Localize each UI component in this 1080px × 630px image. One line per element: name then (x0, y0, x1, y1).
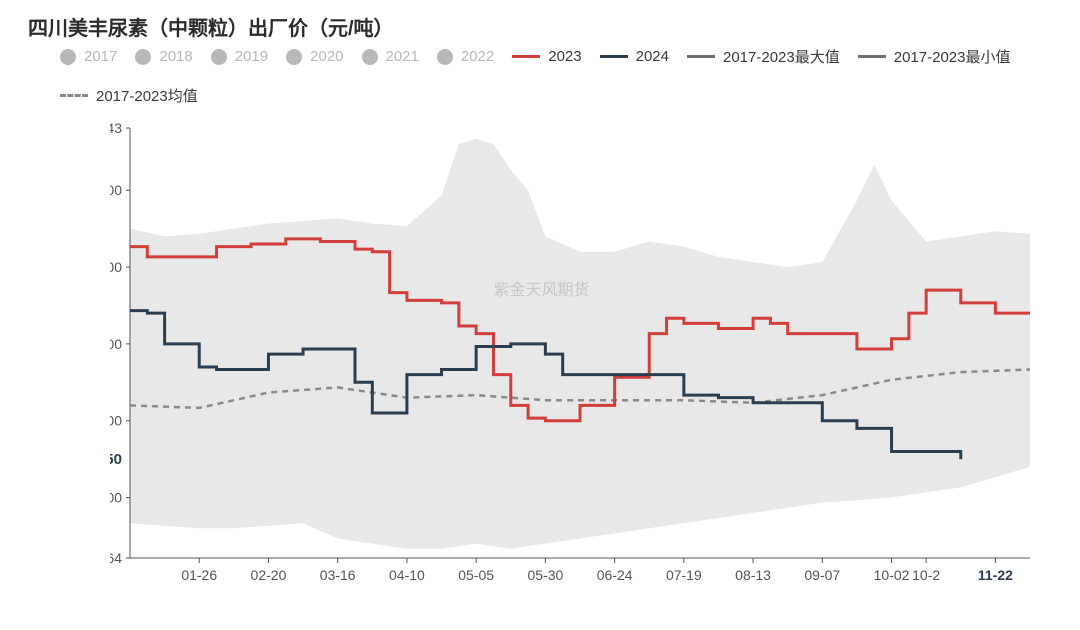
legend-swatch (362, 49, 378, 65)
y-tick-label: 3243 (110, 120, 122, 136)
y-tick-label: 1800 (110, 490, 122, 506)
legend-item[interactable]: 2024 (600, 48, 669, 65)
legend-item[interactable]: 2023 (512, 48, 581, 65)
legend-swatch (687, 55, 715, 58)
x-tick-label: 05-05 (458, 567, 494, 583)
legend-swatch (858, 55, 886, 58)
y-tick-label: 1564 (110, 550, 122, 566)
y-tick-label: 2700 (110, 259, 122, 275)
legend-label: 2020 (310, 48, 343, 65)
legend-swatch (512, 55, 540, 58)
x-tick-label: 10-02 (874, 567, 910, 583)
legend-label: 2017 (84, 48, 117, 65)
x-tick-label: 02-20 (251, 567, 287, 583)
legend-swatch (135, 49, 151, 65)
legend-swatch (60, 49, 76, 65)
chart-title: 四川美丰尿素（中颗粒）出厂价（元/吨） (28, 12, 394, 41)
legend: 2017 2018 2019 2020 2021 2022 2023 2024 2017-202… (60, 46, 1060, 106)
legend-item[interactable]: 2017-2023最小值 (858, 46, 1011, 67)
legend-item[interactable]: 2017 (60, 48, 117, 65)
legend-label: 2017-2023均值 (96, 85, 198, 106)
legend-swatch (600, 55, 628, 58)
legend-item[interactable]: 2022 (437, 48, 494, 65)
legend-label: 2023 (548, 48, 581, 65)
legend-label: 2021 (386, 48, 419, 65)
legend-item[interactable]: 2021 (362, 48, 419, 65)
watermark: 紫金天风期货 (493, 281, 589, 299)
x-tick-label: 10-2 (912, 567, 940, 583)
legend-item[interactable]: 2017-2023均值 (60, 85, 198, 106)
legend-label: 2017-2023最小值 (894, 46, 1011, 67)
legend-item[interactable]: 2017-2023最大值 (687, 46, 840, 67)
x-tick-label: 07-19 (666, 567, 702, 583)
legend-label: 2024 (636, 48, 669, 65)
legend-item[interactable]: 2018 (135, 48, 192, 65)
x-tick-label: 08-13 (735, 567, 771, 583)
legend-label: 2018 (159, 48, 192, 65)
legend-item[interactable]: 2019 (211, 48, 268, 65)
x-tick-label: 01-26 (181, 567, 217, 583)
legend-swatch (437, 49, 453, 65)
y-tick-label: 2400 (110, 336, 122, 352)
x-tick-label: 06-24 (597, 567, 633, 583)
range-band (130, 139, 1030, 549)
legend-swatch (286, 49, 302, 65)
legend-swatch (211, 49, 227, 65)
y-current-label: 1950 (110, 451, 122, 468)
chart-plot: 紫金天风期货 1564 1800 2100 2400 2700 3000 3243 1950 01… (110, 108, 1050, 598)
y-tick-label: 2100 (110, 413, 122, 429)
x-tick-label: 09-07 (804, 567, 840, 583)
x-tick-label: 05-30 (527, 567, 563, 583)
x-tick-label: 03-16 (320, 567, 356, 583)
legend-label: 2022 (461, 48, 494, 65)
legend-label: 2017-2023最大值 (723, 46, 840, 67)
x-tick-label: 04-10 (389, 567, 425, 583)
x-tick-label: 11-22 (978, 567, 1013, 583)
legend-swatch (60, 94, 88, 97)
legend-label: 2019 (235, 48, 268, 65)
y-tick-label: 3000 (110, 182, 122, 198)
legend-item[interactable]: 2020 (286, 48, 343, 65)
